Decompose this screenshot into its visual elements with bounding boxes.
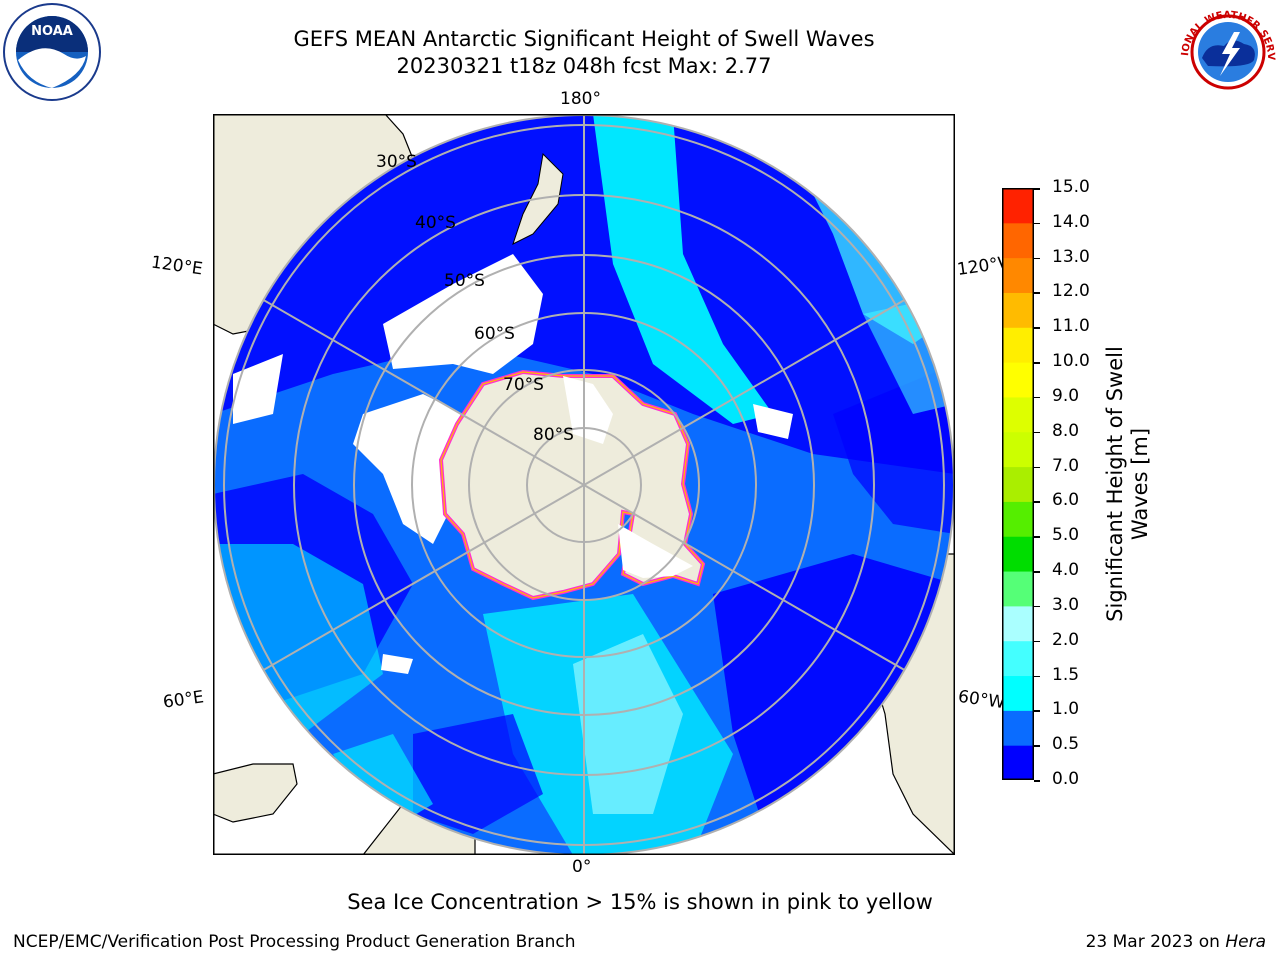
colorbar-tick-label: 0.0 <box>1052 769 1080 789</box>
colorbar-tick-label: 4.0 <box>1052 560 1080 581</box>
colorbar-label-line2: Waves [m] <box>1128 427 1152 541</box>
colorbar-tick-label: 14.0 <box>1052 211 1090 232</box>
colorbar-bin <box>1002 396 1034 433</box>
meridian-line <box>214 224 585 486</box>
colorbar <box>1002 188 1034 780</box>
footer-date: 23 Mar 2023 on Hera <box>1086 932 1266 952</box>
colorbar-bin <box>1002 431 1034 468</box>
colorbar-label: Significant Height of Swell Waves [m] <box>1103 324 1153 644</box>
colorbar-tick-mark <box>1034 466 1040 469</box>
footer-credit: NCEP/EMC/Verification Post Processing Pr… <box>13 932 576 952</box>
colorbar-tick-label: 0.5 <box>1052 734 1080 755</box>
lat-label-50s: 50°S <box>444 271 485 291</box>
lat-label-40s: 40°S <box>415 213 456 233</box>
colorbar-bin <box>1002 188 1034 224</box>
colorbar-label-line1: Significant Height of Swell <box>1103 346 1127 622</box>
map-subtitle: 20230321 t18z 048h fcst Max: 2.77 <box>396 54 772 78</box>
sea-ice-note: Sea Ice Concentration > 15% is shown in … <box>347 890 933 914</box>
lat-label-80s: 80°S <box>533 425 574 445</box>
colorbar-bin <box>1002 536 1034 572</box>
lat-label-60s: 60°S <box>474 324 515 344</box>
meridian-line <box>214 484 585 746</box>
map-frame <box>213 114 955 855</box>
colorbar-tick-mark <box>1034 640 1040 643</box>
lon-label-60e: 60°E <box>161 687 206 713</box>
meridian-line <box>583 484 954 746</box>
colorbar-tick-mark <box>1034 327 1040 329</box>
colorbar-tick-mark <box>1034 675 1040 678</box>
colorbar-tick-mark <box>1034 745 1040 747</box>
lat-label-30s: 30°S <box>376 152 417 172</box>
colorbar-tick-mark <box>1034 222 1040 225</box>
colorbar-bin <box>1002 640 1034 677</box>
colorbar-tick-mark <box>1034 501 1040 503</box>
colorbar-tick-label: 15.0 <box>1052 177 1090 197</box>
colorbar-tick-label: 8.0 <box>1052 420 1080 441</box>
noaa-logo-text: NOAA <box>31 24 73 39</box>
map-canvas <box>213 114 955 855</box>
colorbar-bin <box>1002 257 1034 293</box>
colorbar-tick-mark <box>1034 362 1040 364</box>
colorbar-tick-label: 7.0 <box>1052 455 1080 476</box>
colorbar-tick-label: 6.0 <box>1052 490 1080 511</box>
colorbar-tick-label: 5.0 <box>1052 525 1080 546</box>
graticule <box>214 115 954 855</box>
colorbar-bin <box>1002 501 1034 537</box>
colorbar-bin <box>1002 292 1034 328</box>
ice-shelf-ross <box>563 376 613 444</box>
colorbar-tick-mark <box>1034 396 1040 399</box>
colorbar-bin <box>1002 675 1034 711</box>
lon-label-60w: 60°W <box>956 686 1007 714</box>
colorbar-tick-mark <box>1034 431 1040 434</box>
colorbar-tick-label: 1.5 <box>1052 664 1080 685</box>
lon-label-120e: 120°E <box>149 252 204 280</box>
footer-date-text: 23 Mar 2023 on <box>1085 932 1226 952</box>
lon-label-180: 180° <box>560 89 601 109</box>
colorbar-bin <box>1002 571 1034 607</box>
colorbar-tick-mark <box>1034 257 1040 260</box>
colorbar-tick-mark <box>1034 710 1040 712</box>
ice-shelf-weddell <box>618 524 693 578</box>
colorbar-tick-mark <box>1034 188 1040 190</box>
colorbar-bin <box>1002 710 1034 746</box>
colorbar-bin <box>1002 327 1034 363</box>
lon-label-0: 0° <box>572 857 592 877</box>
colorbar-tick-label: 1.0 <box>1052 699 1080 720</box>
noaa-logo: NOAA <box>3 3 101 101</box>
map-title: GEFS MEAN Antarctic Significant Height o… <box>293 27 875 51</box>
colorbar-tick-label: 2.0 <box>1052 629 1080 650</box>
colorbar-tick-mark <box>1034 292 1040 294</box>
colorbar-tick-label: 10.0 <box>1052 351 1090 372</box>
colorbar-tick-label: 12.0 <box>1052 281 1090 302</box>
colorbar-tick-label: 11.0 <box>1052 316 1090 337</box>
colorbar-tick-mark <box>1034 605 1040 608</box>
colorbar-tick-label: 13.0 <box>1052 246 1090 267</box>
nws-logo: NATIONAL WEATHER SERVICE <box>1178 2 1276 100</box>
colorbar-bin <box>1002 745 1034 780</box>
colorbar-bin <box>1002 222 1034 259</box>
meridian-line <box>583 224 954 486</box>
colorbar-bin <box>1002 605 1034 642</box>
footer-machine: Hera <box>1225 932 1266 952</box>
colorbar-bin <box>1002 362 1034 398</box>
colorbar-border <box>1002 188 1034 780</box>
colorbar-tick-label: 3.0 <box>1052 594 1080 615</box>
colorbar-tick-label: 9.0 <box>1052 385 1080 406</box>
colorbar-tick-mark <box>1034 536 1040 538</box>
lat-label-70s: 70°S <box>503 375 544 395</box>
colorbar-tick-mark <box>1034 571 1040 573</box>
polar-map <box>213 114 955 855</box>
colorbar-bin <box>1002 466 1034 502</box>
colorbar-tick-mark <box>1034 780 1040 782</box>
